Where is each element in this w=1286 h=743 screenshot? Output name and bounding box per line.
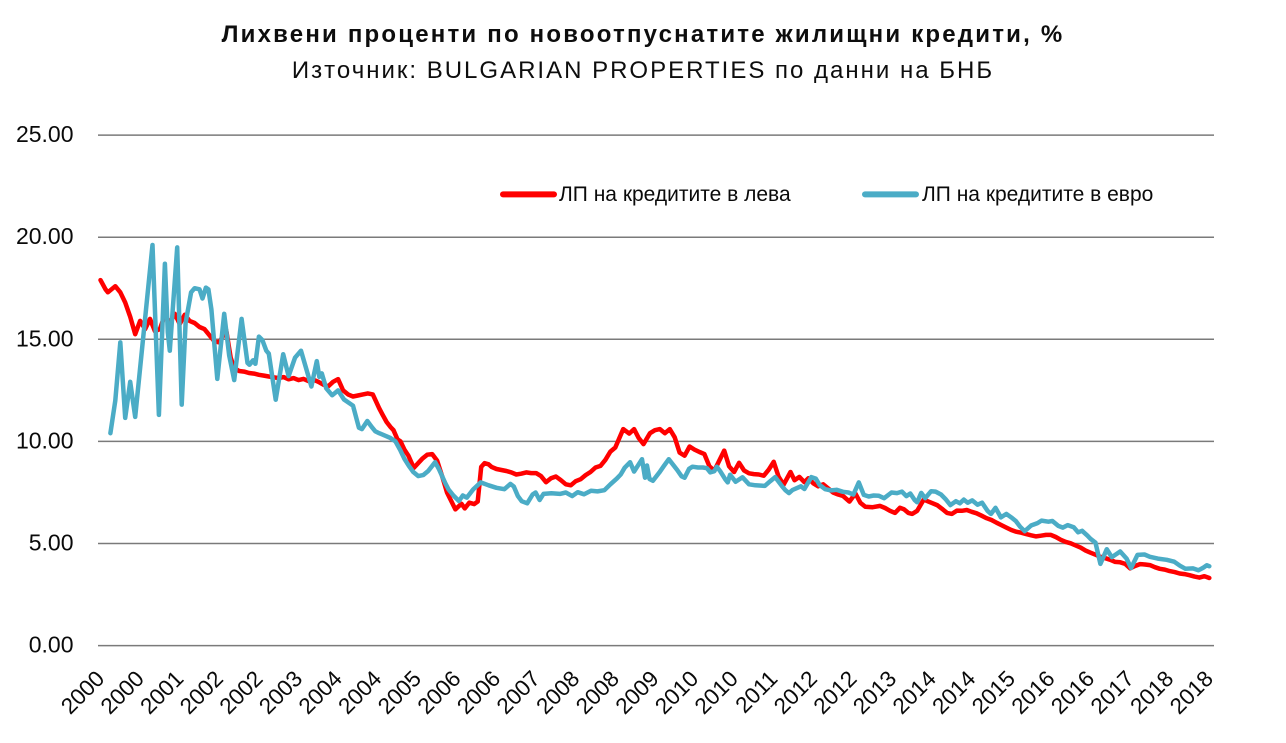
svg-text:10.00: 10.00 [16,427,74,453]
svg-text:25.00: 25.00 [16,121,74,147]
svg-text:0.00: 0.00 [29,632,74,658]
svg-text:ЛП на кредитите в лева: ЛП на кредитите в лева [559,183,791,206]
svg-text:5.00: 5.00 [29,530,74,556]
svg-text:15.00: 15.00 [16,325,74,351]
svg-text:20.00: 20.00 [16,223,74,249]
svg-text:Източник: BULGARIAN PROPERTIES: Източник: BULGARIAN PROPERTIES по данни … [292,57,994,84]
svg-text:ЛП на кредитите в евро: ЛП на кредитите в евро [922,183,1153,206]
svg-text:Лихвени проценти по новоотпусн: Лихвени проценти по новоотпуснатите жили… [222,21,1065,48]
